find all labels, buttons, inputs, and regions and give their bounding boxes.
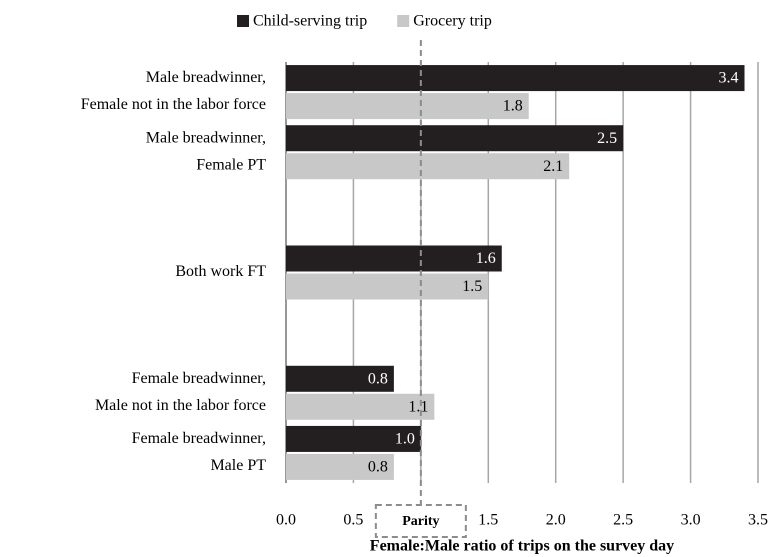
y-tick-label: Female not in the labor force [81, 96, 266, 113]
reference-label: Parity [402, 514, 439, 529]
y-tick-label: Female breadwinner, [132, 370, 266, 387]
value-label: 1.5 [462, 278, 482, 295]
value-label: 1.1 [408, 398, 428, 415]
x-tick-label: 2.0 [546, 512, 566, 529]
y-tick-label: Female PT [196, 156, 266, 173]
legend-label: Child-serving trip [253, 13, 367, 30]
y-tick-label: Male PT [210, 457, 266, 474]
x-axis-title: Female:Male ratio of trips on the survey… [370, 538, 674, 555]
y-tick-label: Both work FT [175, 263, 266, 280]
bar [286, 125, 624, 152]
y-tick-label: Female breadwinner, [132, 430, 266, 447]
value-label: 0.8 [368, 459, 388, 476]
value-label: 1.0 [395, 431, 415, 448]
bar [286, 425, 421, 452]
bar [286, 153, 570, 180]
legend-swatch [397, 15, 410, 27]
bar [286, 245, 502, 272]
bar [286, 65, 745, 92]
x-tick-label: 0.0 [276, 512, 296, 529]
bar [286, 273, 489, 300]
x-tick-label: 3.0 [681, 512, 701, 529]
bar [286, 93, 529, 120]
y-tick-label: Male not in the labor force [95, 397, 266, 414]
reference-box [374, 504, 467, 538]
y-tick-label: Male breadwinner, [146, 69, 266, 86]
bar [286, 453, 394, 480]
x-tick-label: 2.5 [613, 512, 633, 529]
legend-swatch [237, 15, 249, 27]
value-label: 2.1 [543, 158, 563, 175]
x-tick-label: 1.5 [478, 512, 498, 529]
x-tick-label: 3.5 [748, 512, 768, 529]
value-label: 2.5 [597, 130, 617, 147]
y-tick-label: Male breadwinner, [146, 129, 266, 146]
bar [286, 393, 435, 420]
legend-label: Grocery trip [413, 13, 492, 30]
value-label: 1.8 [503, 98, 523, 115]
x-tick-label: 0.5 [343, 512, 363, 529]
value-label: 0.8 [368, 370, 388, 387]
value-label: 1.6 [476, 250, 496, 267]
value-label: 3.4 [719, 70, 739, 87]
bar [286, 365, 394, 392]
